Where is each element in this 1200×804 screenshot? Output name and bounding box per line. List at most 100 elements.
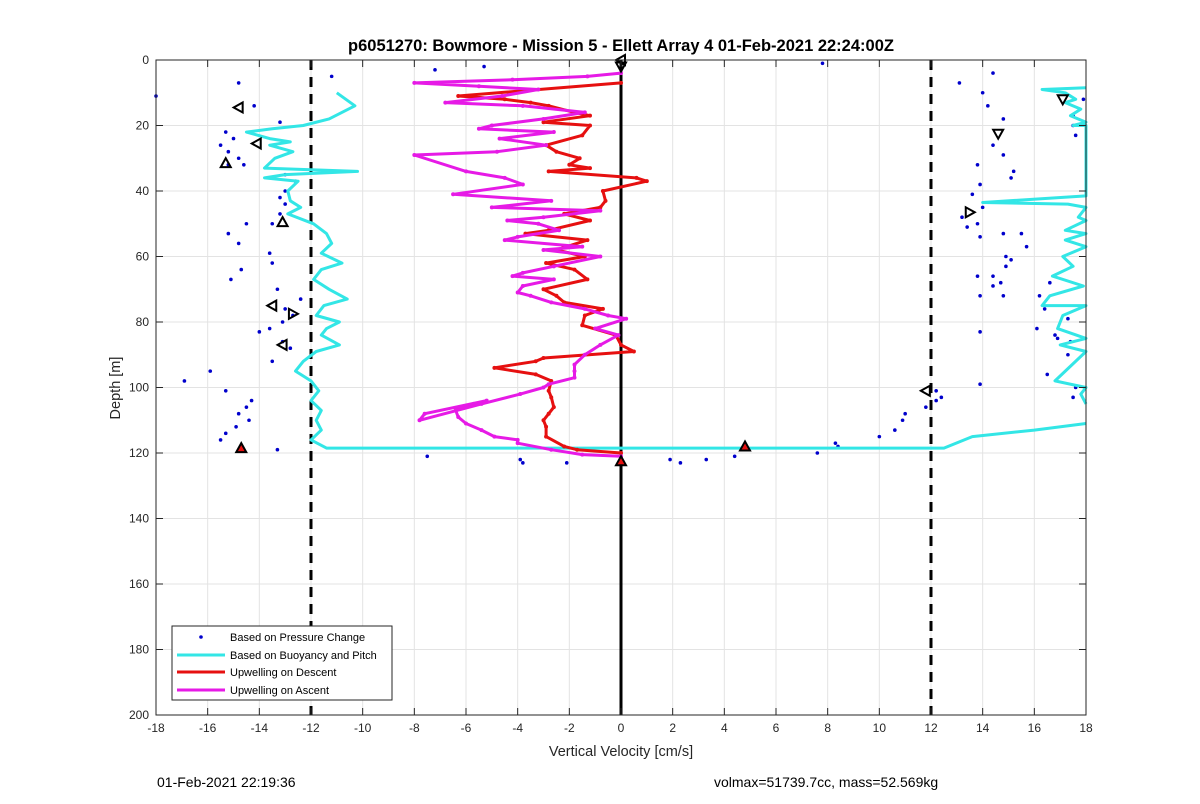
series-point	[453, 408, 458, 413]
pressure-change-point	[236, 81, 241, 85]
y-tick-label: 140	[129, 512, 149, 526]
series-point	[598, 205, 603, 210]
pressure-change-point	[236, 411, 241, 416]
y-axis-label: Depth [m]	[108, 357, 124, 420]
y-tick-label: 20	[136, 119, 150, 133]
x-tick-label: 2	[669, 721, 676, 735]
pressure-change-point	[267, 251, 272, 256]
series-point	[572, 362, 577, 367]
series-point	[562, 444, 567, 449]
y-tick-label: 0	[142, 53, 149, 67]
x-tick-label: 16	[1028, 721, 1042, 735]
pressure-change-point	[482, 64, 486, 69]
pressure-change-point	[223, 130, 228, 134]
series-point	[476, 126, 481, 131]
series-point	[479, 401, 484, 406]
series-point	[464, 421, 468, 426]
triangle-marker	[991, 128, 1005, 141]
data-series	[154, 61, 1088, 465]
series-line	[981, 86, 1088, 405]
series-point	[598, 208, 603, 213]
series-point	[520, 283, 525, 288]
x-tick-label: -16	[199, 721, 217, 735]
pressure-change-point	[924, 405, 928, 409]
pressure-change-point	[288, 346, 293, 351]
series-line	[244, 91, 1087, 450]
pressure-change-point	[960, 215, 964, 219]
series-point	[551, 277, 556, 282]
pressure-change-point	[280, 320, 285, 324]
series-point	[554, 149, 559, 154]
triangle-marker	[234, 441, 248, 454]
pressure-change-point	[991, 143, 995, 147]
pressure-change-point	[820, 61, 825, 66]
series-point	[464, 169, 468, 174]
series-point	[544, 424, 549, 429]
pressure-change-point	[242, 163, 246, 167]
series-point	[520, 270, 525, 275]
pressure-change-point	[249, 398, 254, 403]
pressure-change-point	[1066, 316, 1070, 321]
series-point	[479, 428, 484, 433]
series-point	[549, 198, 554, 203]
x-tick-label: -2	[564, 721, 575, 735]
series-point	[451, 192, 456, 197]
pressure-change-point	[267, 326, 272, 331]
footer-timestamp: 01-Feb-2021 22:19:36	[157, 774, 296, 790]
series-point	[572, 375, 577, 380]
pressure-change-point	[1081, 97, 1086, 102]
pressure-change-point	[564, 461, 569, 465]
pressure-change-point	[704, 457, 709, 462]
x-tick-label: 18	[1079, 721, 1093, 735]
series-point	[515, 234, 520, 239]
pressure-change-point	[223, 388, 228, 393]
y-tick-label: 180	[129, 643, 149, 657]
pressure-change-point	[1001, 294, 1006, 298]
series-point	[577, 156, 582, 161]
pressure-change-point	[278, 120, 282, 125]
series-point	[631, 349, 636, 354]
series-point	[582, 306, 587, 311]
series-point	[575, 447, 580, 452]
pressure-change-point	[1009, 176, 1013, 180]
triangle-marker	[1056, 94, 1070, 107]
series-point	[567, 162, 572, 167]
series-point	[546, 103, 551, 108]
pressure-change-point	[975, 274, 980, 278]
series-point	[544, 261, 549, 266]
x-tick-label: 14	[976, 721, 990, 735]
series-point	[600, 306, 605, 311]
series-point	[515, 441, 520, 446]
series-point	[536, 87, 541, 92]
series-point	[422, 411, 427, 416]
series-point	[551, 130, 556, 135]
pressure-change-point	[991, 284, 995, 288]
x-tick-label: -12	[302, 721, 320, 735]
series-point	[572, 369, 577, 374]
pressure-change-point	[975, 163, 980, 167]
chart-title: p6051270: Bowmore - Mission 5 - Ellett A…	[348, 37, 894, 55]
pressure-change-point	[270, 359, 275, 364]
legend-label-ascent: Upwelling on Ascent	[230, 685, 329, 697]
series-point	[492, 365, 497, 370]
series-point	[582, 352, 587, 357]
pressure-change-point	[298, 297, 303, 301]
series-point	[546, 169, 551, 174]
series-point	[520, 182, 525, 187]
pressure-change-point	[278, 212, 282, 216]
series-point	[502, 97, 507, 102]
series-point	[536, 221, 541, 226]
series-point	[510, 77, 515, 82]
pressure-change-point	[1042, 307, 1047, 311]
pressure-change-point	[978, 182, 982, 187]
y-tick-label: 160	[129, 577, 149, 591]
pressure-change-point	[244, 221, 249, 226]
x-tick-label: 8	[824, 721, 831, 735]
pressure-change-point	[1004, 254, 1008, 259]
pressure-change-point	[1073, 133, 1078, 138]
series-point	[541, 356, 546, 361]
series-point	[541, 287, 546, 292]
pressure-change-point	[283, 307, 287, 311]
series-point	[500, 94, 505, 99]
series-point	[551, 405, 556, 410]
